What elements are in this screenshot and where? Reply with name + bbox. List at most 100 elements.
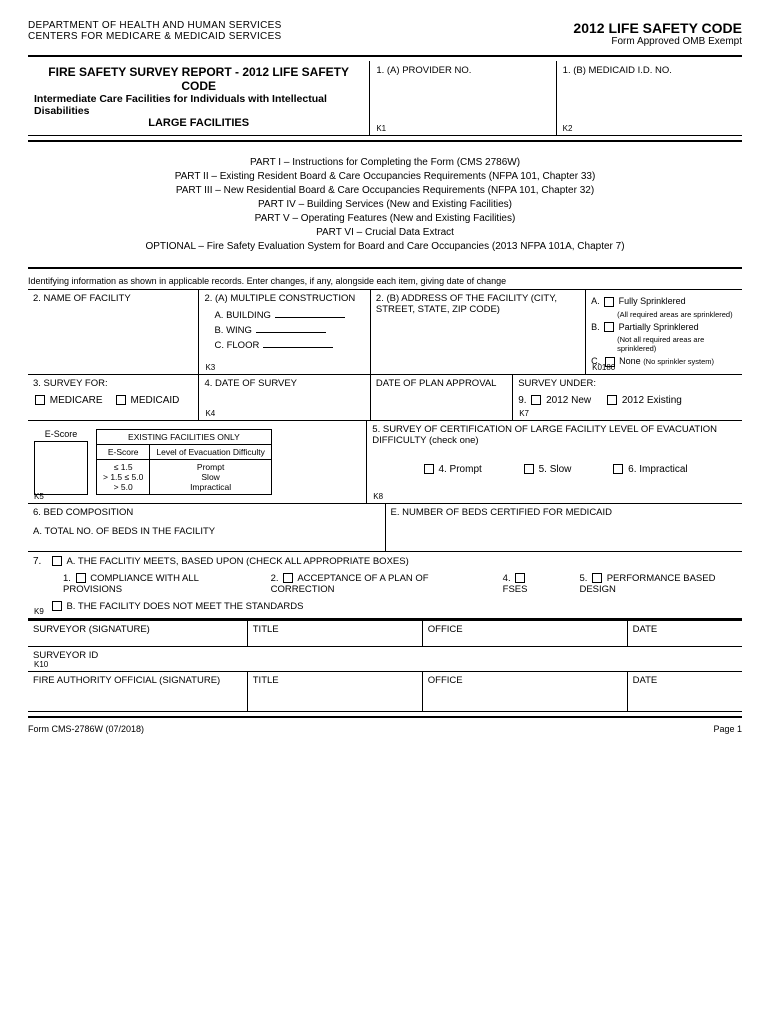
title-line1: FIRE SAFETY SURVEY REPORT - 2012 LIFE SA… (34, 65, 363, 93)
escore-table-block: EXISTING FACILITIES ONLY E-ScoreLevel of… (96, 429, 272, 495)
rule (28, 140, 742, 142)
wing-line[interactable]: B. WING (214, 325, 364, 336)
header-right: 2012 LIFE SAFETY CODE Form Approved OMB … (573, 20, 742, 47)
facility-address-cell[interactable]: 2. (B) ADDRESS OF THE FACILITY (CITY, ST… (370, 290, 585, 374)
escore-tbl-title: EXISTING FACILITIES ONLY (97, 429, 272, 444)
escore-levels: Prompt Slow Impractical (150, 459, 272, 494)
page-footer: Form CMS-2786W (07/2018) Page 1 (28, 724, 742, 734)
date-of-survey-label: 4. DATE OF SURVEY (204, 378, 364, 389)
surveyor-title-cell[interactable]: TITLE (247, 621, 422, 646)
facility-name-label: 2. NAME OF FACILITY (33, 293, 193, 304)
date-of-survey-cell[interactable]: 4. DATE OF SURVEY K4 (198, 375, 369, 420)
fire-office-label: OFFICE (428, 675, 622, 686)
facility-name-cell[interactable]: 2. NAME OF FACILITY (28, 290, 198, 374)
sprinkler-c-label: None (619, 356, 641, 366)
escore-r2a: > 1.5 ≤ 5.0 (103, 472, 143, 482)
form-number: Form CMS-2786W (07/2018) (28, 724, 144, 734)
provider-no-cell[interactable]: 1. (A) PROVIDER NO. K1 (369, 61, 555, 135)
survey-under-num: 9. (518, 395, 526, 406)
performance-checkbox[interactable] (592, 573, 602, 583)
surveyor-office-cell[interactable]: OFFICE (422, 621, 627, 646)
fire-date-cell[interactable]: DATE (627, 672, 742, 711)
rule (28, 55, 742, 57)
plan-approval-label: DATE OF PLAN APPROVAL (376, 378, 507, 389)
surveyor-sig-cell[interactable]: SURVEYOR (SIGNATURE) (28, 621, 247, 646)
medicaid-label: MEDICAID (130, 395, 179, 406)
evacuation-label: 5. SURVEY OF CERTIFICATION OF LARGE FACI… (372, 424, 737, 446)
k9-label: K9 (34, 607, 44, 616)
fses-checkbox[interactable] (515, 573, 525, 583)
escore-h2: Level of Evacuation Difficulty (150, 444, 272, 459)
fire-office-cell[interactable]: OFFICE (422, 672, 627, 711)
medicaid-beds-cell[interactable]: E. NUMBER OF BEDS CERTIFIED FOR MEDICAID (385, 504, 743, 551)
fire-sig-cell[interactable]: FIRE AUTHORITY OFFICIAL (SIGNATURE) (28, 672, 247, 711)
escore-input-box[interactable] (34, 441, 88, 495)
safety-code-title: 2012 LIFE SAFETY CODE (573, 20, 742, 36)
k7-label: K7 (519, 409, 529, 418)
escore-block: E-Score (34, 429, 88, 495)
existing-checkbox[interactable] (607, 395, 617, 405)
acceptance-checkbox[interactable] (283, 573, 293, 583)
surveyor-title-label: TITLE (253, 624, 417, 635)
does-not-meet-checkbox[interactable] (52, 601, 62, 611)
sprinkler-b-label: Partially Sprinklered (619, 322, 699, 332)
omb-approved: Form Approved OMB Exempt (573, 36, 742, 47)
f7-line-b: B. THE FACILITY DOES NOT MEET THE STANDA… (33, 601, 737, 612)
compliance-checkbox[interactable] (76, 573, 86, 583)
surveyor-date-cell[interactable]: DATE (627, 621, 742, 646)
opt1-num: 1. (63, 573, 71, 584)
surveyor-sig-row: SURVEYOR (SIGNATURE) TITLE OFFICE DATE (28, 621, 742, 647)
floor-label: C. FLOOR (214, 340, 259, 351)
part-6: PART VI – Crucial Data Extract (28, 227, 742, 238)
escore-r3b: Impractical (156, 482, 265, 492)
bed-composition-label: 6. BED COMPOSITION (33, 507, 380, 518)
medicaid-checkbox[interactable] (116, 395, 126, 405)
survey-for-label: 3. SURVEY FOR: (33, 378, 193, 389)
rule (28, 716, 742, 718)
page-number: Page 1 (713, 724, 742, 734)
medicaid-id-cell[interactable]: 1. (B) MEDICAID I.D. NO. K2 (556, 61, 742, 135)
medicare-checkbox[interactable] (35, 395, 45, 405)
bed-row: 6. BED COMPOSITION A. TOTAL NO. OF BEDS … (28, 504, 742, 552)
sprinkler-b-checkbox[interactable] (604, 322, 614, 332)
dept-line2: CENTERS FOR MEDICARE & MEDICAID SERVICES (28, 31, 282, 42)
title-line2: Intermediate Care Facilities for Individ… (34, 93, 363, 117)
survey-row: 3. SURVEY FOR: MEDICARE MEDICAID 4. DATE… (28, 375, 742, 421)
plan-approval-cell[interactable]: DATE OF PLAN APPROVAL (370, 375, 512, 420)
title-main: FIRE SAFETY SURVEY REPORT - 2012 LIFE SA… (28, 61, 369, 135)
title-row: FIRE SAFETY SURVEY REPORT - 2012 LIFE SA… (28, 61, 742, 136)
escore-title: E-Score (34, 429, 88, 439)
building-label: A. BUILDING (214, 310, 271, 321)
evacuation-cell: 5. SURVEY OF CERTIFICATION OF LARGE FACI… (366, 421, 742, 503)
sprinkler-a-label: Fully Sprinklered (619, 296, 686, 306)
slow-checkbox[interactable] (524, 464, 534, 474)
building-line[interactable]: A. BUILDING (214, 310, 364, 321)
escore-r2b: Slow (156, 472, 265, 482)
new-checkbox[interactable] (531, 395, 541, 405)
k8-label: K8 (373, 492, 383, 501)
f7-b-label: B. THE FACILITY DOES NOT MEET THE STANDA… (66, 601, 303, 612)
multiple-construction-cell: 2. (A) MULTIPLE CONSTRUCTION A. BUILDING… (198, 290, 369, 374)
escore-h1: E-Score (97, 444, 150, 459)
sprinkler-a-checkbox[interactable] (604, 297, 614, 307)
prompt-checkbox[interactable] (424, 464, 434, 474)
sprinkler-cell: A. Fully Sprinklered (All required areas… (585, 290, 742, 374)
k3-label: K3 (205, 363, 215, 372)
fire-title-cell[interactable]: TITLE (247, 672, 422, 711)
k4-label: K4 (205, 409, 215, 418)
bed-composition-cell: 6. BED COMPOSITION A. TOTAL NO. OF BEDS … (28, 504, 385, 551)
escore-row: E-Score EXISTING FACILITIES ONLY E-Score… (28, 421, 742, 504)
building-underline (275, 317, 345, 318)
provider-no-label: 1. (A) PROVIDER NO. (376, 65, 549, 76)
wing-label: B. WING (214, 325, 251, 336)
section-7: 7. A. THE FACLITIY MEETS, BASED UPON (CH… (28, 552, 742, 619)
meets-checkbox[interactable] (52, 556, 62, 566)
impractical-checkbox[interactable] (613, 464, 623, 474)
floor-line[interactable]: C. FLOOR (214, 340, 364, 351)
impractical-label: 6. Impractical (628, 464, 687, 475)
medicaid-id-label: 1. (B) MEDICAID I.D. NO. (563, 65, 736, 76)
sprinkler-a-note: (All required areas are sprinklered) (617, 310, 737, 319)
survey-for-cell: 3. SURVEY FOR: MEDICARE MEDICAID (28, 375, 198, 420)
surveyor-id-row[interactable]: SURVEYOR ID K10 (28, 647, 742, 672)
surveyor-office-label: OFFICE (428, 624, 622, 635)
